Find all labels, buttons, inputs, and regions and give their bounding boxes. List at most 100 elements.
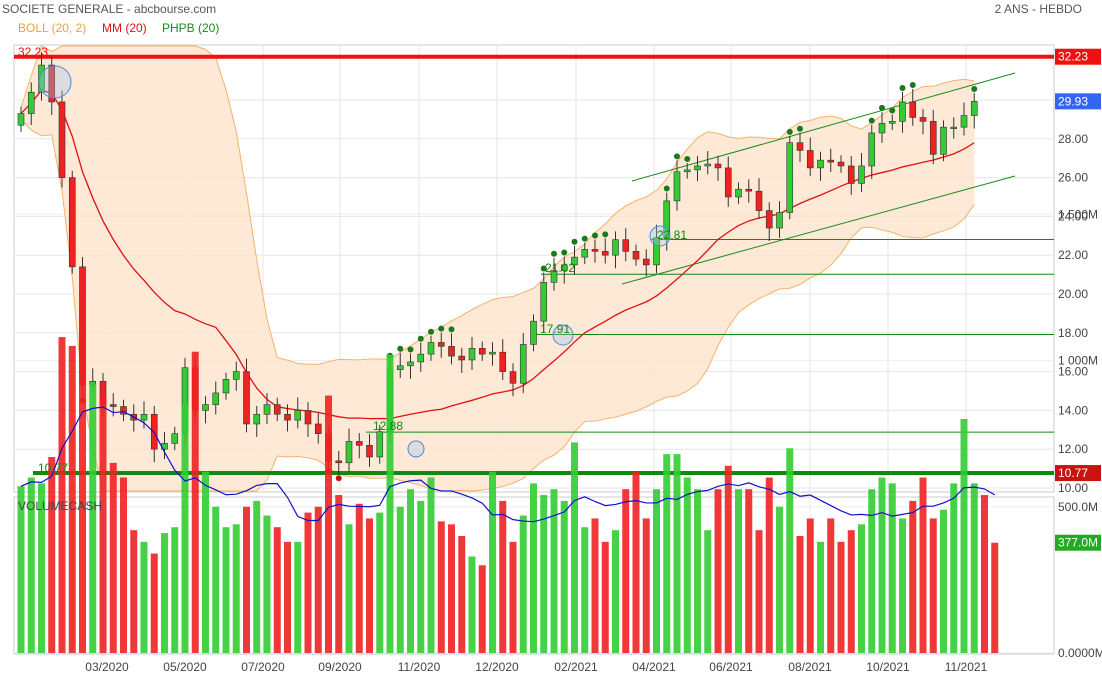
candle-body [530, 320, 537, 345]
candle-body [653, 237, 660, 266]
tag-close: 29.93 [1058, 94, 1088, 108]
phpb-high-dot [899, 85, 906, 92]
level-label-21-02: 21.02 [545, 261, 575, 275]
candle-body [560, 264, 568, 272]
volume-bar [263, 515, 271, 653]
phpb-high-dot [674, 153, 680, 160]
volume-bar [899, 518, 906, 653]
x-tick-label: 11/2021 [945, 660, 988, 674]
axes: 10.00 12.00 14.00 16.00 18.00 20.00 22.00 24.00… [85, 93, 1102, 674]
candle-body [735, 188, 742, 198]
x-tick-label: 02/2021 [554, 660, 598, 674]
tag-high: 32.23 [1058, 50, 1088, 64]
x-tick-label: 12/2020 [475, 660, 519, 674]
volume-moving-average [20, 406, 996, 523]
volume-bar [940, 509, 947, 653]
y-tick-label: 10.00 [1058, 481, 1088, 495]
volume-bar [58, 337, 66, 653]
volume-bar [981, 495, 988, 653]
candle-body [448, 346, 455, 357]
volume-bars [17, 296, 999, 653]
volume-bar [519, 515, 527, 653]
volume-bar [550, 489, 558, 653]
candle-body [38, 64, 45, 93]
candle-body [468, 348, 476, 361]
volume-bar [212, 506, 220, 653]
volume-bar [745, 489, 753, 653]
candle-body [755, 190, 763, 211]
volume-bar [878, 477, 886, 653]
trend-channel [621, 72, 1016, 285]
volume-bar [755, 530, 763, 653]
phpb-high-dot [786, 128, 793, 135]
y2-tick-label: 1 500M [1058, 207, 1098, 221]
candle-body [335, 460, 343, 464]
phpb-high-dot [397, 345, 404, 352]
trend-lower [621, 175, 1016, 285]
highlight-circle [407, 440, 425, 458]
tag-volume-bg [1055, 534, 1101, 551]
volume-bar [909, 500, 917, 653]
candle-body [796, 142, 804, 151]
phpb-high-dot [909, 81, 916, 88]
candle-body [847, 165, 855, 184]
candle-body [827, 159, 835, 163]
volume-bar [929, 518, 937, 653]
low-level-label: 10.77 [38, 461, 68, 475]
candle-body [704, 163, 712, 167]
candle-body [202, 404, 209, 411]
y2-tick-label: 1 000M [1058, 354, 1098, 368]
volume-bar [294, 541, 302, 653]
volume-bar [171, 527, 179, 653]
candle-body [294, 410, 302, 421]
candle-body [284, 413, 291, 421]
candle-body [909, 101, 917, 118]
candle-body [970, 101, 978, 116]
candle-body [243, 371, 250, 425]
y-tick-label: 24.00 [1058, 209, 1088, 223]
volume-bar [345, 524, 353, 653]
tag-close-bg [1055, 93, 1101, 110]
phpb-high-dot [889, 107, 896, 114]
candle-body [745, 188, 753, 192]
candle-body [612, 239, 619, 256]
bollinger-bands [20, 45, 975, 492]
volume-bar [817, 541, 824, 653]
y-tick-label: 22.00 [1058, 248, 1088, 262]
bollinger-lower-band [20, 119, 975, 492]
candle-body [68, 177, 76, 268]
volume-bar [530, 483, 537, 653]
volume-bar [427, 477, 435, 653]
volume-bar [181, 404, 189, 653]
phpb-high-dot [438, 325, 445, 332]
volume-bar [765, 477, 773, 653]
candle-body [499, 351, 507, 372]
candle-body [786, 142, 794, 213]
volume-bar [571, 442, 578, 653]
x-tick-label: 10/2021 [866, 660, 910, 674]
y-tick-label: 28.00 [1058, 132, 1088, 146]
volume-bar [366, 518, 373, 653]
y-tick-label: 18.00 [1058, 326, 1088, 340]
volume-bar [776, 506, 783, 653]
candle-body [48, 64, 56, 103]
y-tick-label: 12.00 [1058, 442, 1088, 456]
candle-body [581, 249, 589, 258]
volume-bar [232, 524, 240, 653]
legend-moving-average: MM (20) [102, 21, 147, 35]
volume-bar [202, 471, 209, 653]
candle-body [407, 361, 414, 367]
candle-body [950, 126, 958, 129]
phpb-high-dot [602, 231, 609, 238]
candle-body [837, 161, 845, 167]
candle-body [765, 210, 773, 229]
phpb-high-dot [868, 117, 875, 124]
y-tick-label: 20.00 [1058, 287, 1088, 301]
bollinger-area [21, 46, 975, 491]
y2-tick-label: 500.0M [1058, 500, 1098, 514]
volume-bar [735, 489, 742, 653]
volume-bar [355, 503, 363, 653]
candle-body [519, 344, 527, 384]
candle-body [919, 117, 927, 122]
volume-bar [417, 500, 425, 653]
